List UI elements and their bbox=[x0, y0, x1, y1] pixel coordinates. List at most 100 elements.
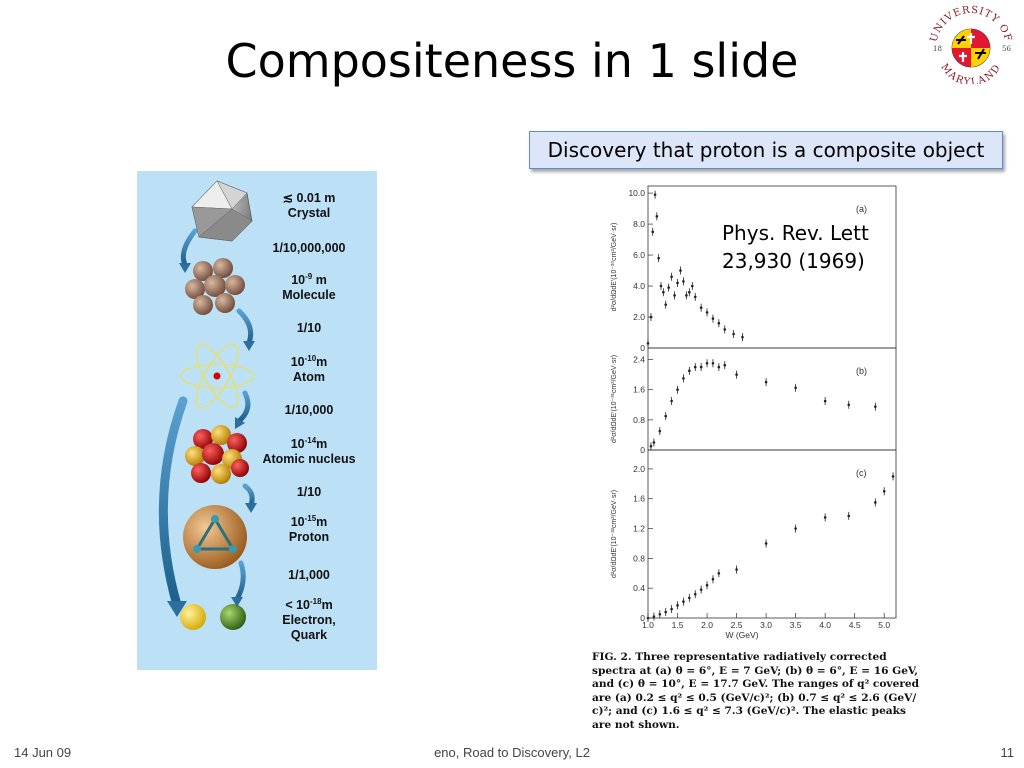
data-point bbox=[693, 592, 697, 596]
caption-line: spectra at (a) θ = 6°, E = 7 GeV; (b) θ … bbox=[592, 664, 918, 677]
data-point bbox=[652, 441, 656, 444]
y-tick-label: 1.6 bbox=[633, 494, 645, 504]
y-tick-label: 0.8 bbox=[633, 415, 645, 425]
data-point bbox=[711, 362, 715, 365]
data-point bbox=[676, 281, 679, 285]
data-point bbox=[651, 230, 655, 234]
data-point bbox=[699, 588, 703, 591]
data-point bbox=[717, 321, 721, 325]
x-tick-label: 2.5 bbox=[731, 620, 743, 630]
data-point bbox=[735, 373, 738, 376]
data-point bbox=[657, 256, 660, 260]
caption-line: are not shown. bbox=[592, 718, 680, 731]
data-point bbox=[723, 363, 727, 367]
reference-line-2: 23,930 (1969) bbox=[722, 249, 865, 273]
data-point bbox=[693, 295, 697, 299]
data-point bbox=[874, 405, 877, 408]
y-axis-label: d²σ/dΩdE′(10⁻³¹cm²/GeV·sr) bbox=[611, 355, 618, 443]
slide-title: Compositeness in 1 slide bbox=[225, 34, 799, 88]
data-point bbox=[676, 604, 679, 607]
y-axis-label: d²σ/dΩdE′(10⁻³⁰cm²/GeV·sr) bbox=[610, 223, 618, 312]
y-tick-label: 0 bbox=[640, 613, 645, 623]
matter-scale-illustration bbox=[158, 180, 257, 630]
data-point bbox=[690, 284, 694, 288]
data-point bbox=[823, 399, 827, 403]
data-point bbox=[649, 315, 653, 319]
electron-icon bbox=[180, 604, 206, 630]
data-point bbox=[655, 215, 659, 218]
y-tick-label: 0.4 bbox=[633, 583, 645, 593]
data-point bbox=[741, 335, 744, 339]
y-tick-label: 1.2 bbox=[633, 524, 645, 534]
university-seal-logo: UNIVERSITY OF MARYLAND 18 56 bbox=[928, 5, 1012, 84]
panel-label: (b) bbox=[856, 366, 867, 376]
data-point bbox=[679, 269, 682, 272]
journal-reference: Phys. Rev. Lett 23,930 (1969) bbox=[722, 219, 869, 275]
data-point bbox=[688, 290, 691, 294]
y-axis-label: d²σ/dΩdE′(10⁻³²cm²/GeV·sr) bbox=[611, 490, 618, 578]
zoom-arrows bbox=[158, 228, 255, 610]
molecule-icon bbox=[185, 258, 245, 315]
data-point bbox=[711, 577, 715, 581]
data-point bbox=[653, 193, 657, 196]
data-point bbox=[682, 280, 685, 283]
figure-caption: FIG. 2. Three representative radiatively… bbox=[592, 651, 940, 733]
data-point bbox=[723, 328, 727, 331]
y-tick-label: 1.6 bbox=[633, 385, 645, 395]
caption-line: are (a) 0.2 ≤ q² ≤ 0.5 (GeV/c)²; (b) 0.7… bbox=[592, 691, 917, 704]
quark-icon bbox=[220, 604, 246, 630]
proton-icon bbox=[183, 505, 247, 569]
data-point bbox=[794, 386, 797, 390]
panel-label: (c) bbox=[856, 468, 867, 478]
data-point bbox=[646, 616, 650, 620]
scale-label: 1/10,000,000 bbox=[272, 241, 346, 255]
data-point bbox=[735, 568, 738, 571]
atomic-nucleus-icon bbox=[185, 425, 249, 484]
data-point bbox=[649, 444, 653, 448]
x-tick-label: 3.5 bbox=[790, 620, 802, 630]
data-point bbox=[705, 362, 709, 365]
panel-label: (a) bbox=[856, 204, 867, 214]
footer-date: 14 Jun 09 bbox=[14, 745, 72, 760]
y-tick-label: 2.0 bbox=[633, 464, 645, 474]
scale-label: 1/1,000 bbox=[288, 568, 330, 582]
data-point bbox=[646, 342, 650, 345]
callout-box: Discovery that proton is a composite obj… bbox=[529, 131, 1003, 169]
scale-label: 1/10 bbox=[296, 321, 322, 335]
data-point bbox=[891, 475, 895, 478]
plot-panel-frame bbox=[647, 449, 897, 619]
data-point bbox=[670, 607, 673, 611]
data-point bbox=[682, 377, 685, 380]
crystal-icon bbox=[191, 180, 253, 242]
data-point bbox=[670, 399, 673, 403]
matter-scale-panel: ≲ 0.01 m Crystal 1/10,000,000 10-9 m Molecul… bbox=[137, 171, 377, 670]
data-point bbox=[682, 600, 685, 603]
maryland-flag-emblem bbox=[952, 29, 990, 67]
scale-label: 1/10 bbox=[296, 485, 322, 499]
data-point bbox=[847, 514, 851, 518]
y-tick-label: 2.0 bbox=[633, 312, 645, 322]
data-point bbox=[717, 571, 721, 575]
data-point bbox=[699, 365, 703, 369]
deep-inelastic-scattering-plot: 0 2.0 4.0 6.0 8.0 10.0 (a) d²σ/dΩdE′(10⁻³⁰cm²/G… bbox=[610, 185, 897, 640]
reference-line-1: Phys. Rev. Lett bbox=[722, 221, 869, 245]
scale-label: 10-15m Proton bbox=[288, 514, 330, 544]
y-tick-label: 0 bbox=[640, 445, 645, 455]
y-tick-label: 2.4 bbox=[633, 355, 645, 365]
x-tick-label: 2.0 bbox=[701, 620, 713, 630]
data-point bbox=[764, 542, 768, 545]
data-point bbox=[699, 306, 703, 310]
data-point bbox=[676, 388, 679, 391]
data-point bbox=[693, 365, 697, 369]
caption-line: c)²; and (c) 1.6 ≤ q² ≤ 7.3 (GeV/c)². Th… bbox=[592, 705, 906, 718]
data-point bbox=[658, 612, 662, 616]
slide-number: 11 bbox=[1000, 745, 1015, 760]
scale-label: 1/10,000 bbox=[284, 403, 334, 417]
seal-year-left: 18 bbox=[933, 45, 942, 53]
data-point bbox=[667, 286, 670, 289]
seal-year-right: 56 bbox=[1002, 45, 1011, 53]
y-tick-label: 0.8 bbox=[633, 553, 645, 563]
x-tick-label: 1.5 bbox=[672, 620, 684, 630]
data-point bbox=[823, 516, 827, 519]
x-axis-label: W (GeV) bbox=[725, 630, 758, 640]
